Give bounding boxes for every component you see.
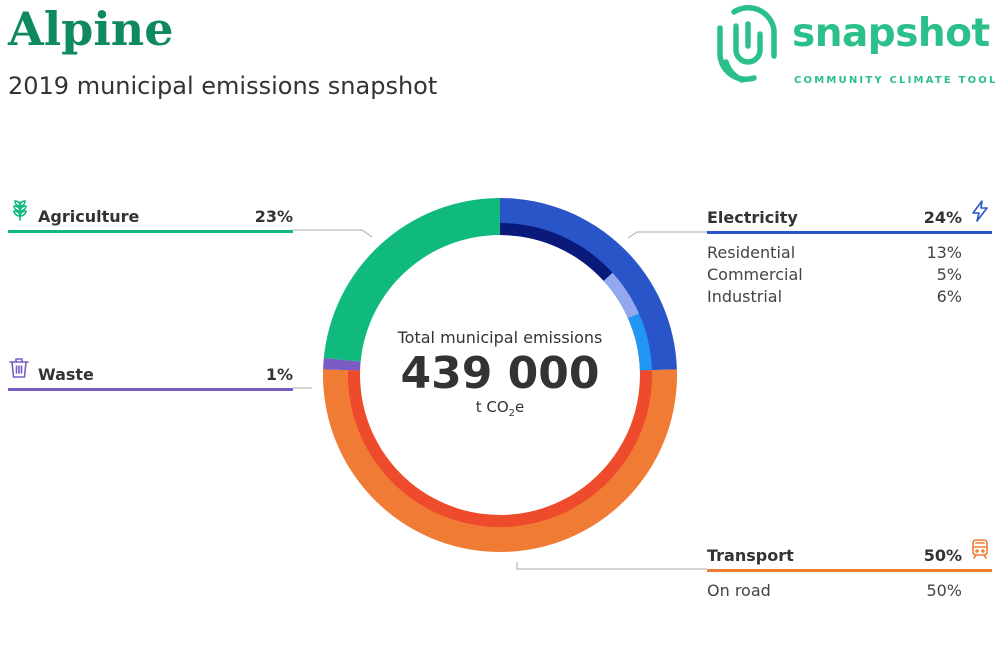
donut-slice-transport (322, 369, 677, 552)
sector-waste-name: Waste (38, 365, 94, 384)
wheat-icon (13, 200, 27, 221)
sector-agriculture-pct: 23% (254, 207, 293, 226)
sector-agriculture-header: Agriculture 23% (8, 200, 293, 233)
sub-residential-name: Residential (707, 243, 796, 262)
sector-agriculture[interactable]: Agriculture 23% (8, 200, 293, 233)
sector-agriculture-name: Agriculture (38, 207, 140, 226)
total-emissions-value: 439 000 (400, 348, 600, 399)
donut-subslice-residential (500, 223, 613, 281)
sector-waste-header: Waste 1% (8, 358, 293, 391)
sub-industrial-name: Industrial (707, 287, 783, 306)
sector-transport-pct: 50% (923, 546, 962, 565)
sub-residential-pct: 13% (926, 243, 962, 262)
page-subtitle: 2019 municipal emissions snapshot (8, 72, 438, 100)
fingerprint-logo-icon (717, 5, 777, 83)
sector-electricity-pct: 24% (923, 208, 962, 227)
lightning-bolt-icon (972, 200, 988, 222)
sub-industrial-pct: 6% (936, 287, 962, 306)
donut-slice-agriculture (323, 198, 500, 362)
sector-transport[interactable]: Transport 50% On road 50% (707, 539, 992, 600)
logo-wordmark: snapshot (792, 11, 990, 56)
sector-waste-pct: 1% (265, 365, 293, 384)
snapshot-logo[interactable]: snapshot COMMUNITY CLIMATE TOOL (712, 0, 1000, 92)
donut-center: Total municipal emissions 439 000 t CO2e (350, 328, 650, 419)
sector-electricity[interactable]: Electricity 24% Residential 13% Commerci… (707, 200, 992, 306)
sector-transport-header: Transport 50% (707, 539, 992, 572)
sub-commercial-pct: 5% (936, 265, 962, 284)
donut-slice-waste (323, 358, 361, 371)
sub-row-industrial: Industrial 6% (707, 283, 992, 306)
sub-on-road-pct: 50% (926, 581, 962, 600)
sector-transport-name: Transport (707, 546, 794, 565)
sub-row-commercial: Commercial 5% (707, 261, 992, 284)
sub-row-on-road: On road 50% (707, 577, 992, 600)
sector-waste[interactable]: Waste 1% (8, 358, 293, 391)
sub-on-road-name: On road (707, 581, 771, 600)
donut-subslice-commercial (603, 272, 639, 319)
donut-subslice-industrial (628, 313, 652, 371)
page-title: Alpine (8, 2, 174, 56)
sector-electricity-name: Electricity (707, 208, 798, 227)
sub-commercial-name: Commercial (707, 265, 803, 284)
sub-row-residential: Residential 13% (707, 239, 992, 262)
logo-tagline: COMMUNITY CLIMATE TOOL (794, 75, 998, 86)
trash-bin-icon (9, 358, 29, 378)
total-emissions-unit: t CO2e (475, 397, 525, 419)
emissions-donut-chart (322, 198, 677, 552)
sector-electricity-header: Electricity 24% (707, 200, 992, 234)
total-emissions-label: Total municipal emissions (397, 328, 603, 347)
train-icon (972, 539, 988, 559)
